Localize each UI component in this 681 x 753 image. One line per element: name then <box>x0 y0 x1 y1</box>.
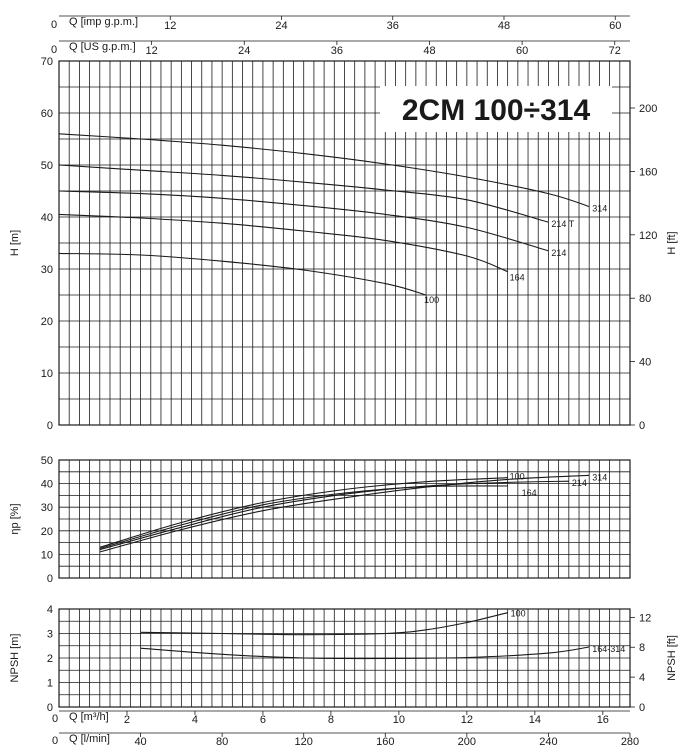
y-right-tick-label: 12 <box>639 612 651 624</box>
series-label: 100 <box>424 295 439 305</box>
series-label: 164-314 <box>592 644 625 654</box>
series-curve-100 <box>58 252 427 296</box>
y-tick-label: 70 <box>41 56 53 68</box>
bottom-axis-tick-label: 14 <box>529 714 541 726</box>
series-curve-314 <box>58 133 590 208</box>
series-curve-100 <box>140 612 508 636</box>
bottom-axis-tick-label: 16 <box>597 714 609 726</box>
series-curve-164 <box>99 485 508 550</box>
y-tick-label: 0 <box>47 702 53 714</box>
y-tick-label: 20 <box>41 526 53 538</box>
y-tick-label: 3 <box>47 629 53 641</box>
series-curve-100 <box>99 477 508 548</box>
bottom-axis-tick-label: 200 <box>458 736 476 748</box>
series-curve-164 <box>58 213 508 273</box>
y-right-axis-label: NPSH [ft] <box>666 635 678 681</box>
y-tick-label: 60 <box>41 108 53 120</box>
y-tick-label: 20 <box>41 316 53 328</box>
bottom-axis-tick-label: 160 <box>376 736 394 748</box>
series-label: 164 <box>522 488 537 498</box>
series-curve-164-314 <box>140 646 590 660</box>
y-tick-label: 0 <box>47 573 53 585</box>
top-axis-label: Q [imp g.p.m.] <box>69 16 138 28</box>
y-tick-label: 50 <box>41 455 53 467</box>
series-label: 314 <box>592 204 607 214</box>
title-background <box>380 86 612 132</box>
y-tick-label: 1 <box>47 678 53 690</box>
top-axis-tick-label: 24 <box>275 20 287 32</box>
chart-title: 2CM 100÷314 <box>402 94 591 127</box>
bottom-axis-tick-label: 40 <box>134 736 146 748</box>
bottom-axis-tick-label: 280 <box>621 736 639 748</box>
y-tick-label: 4 <box>47 604 53 616</box>
series-curve-314 <box>99 474 590 553</box>
y-right-tick-label: 0 <box>639 420 645 432</box>
top-axis-zero: 0 <box>51 19 57 31</box>
bottom-axis-tick-label: 4 <box>192 714 198 726</box>
y-tick-label: 40 <box>41 212 53 224</box>
bottom-axis-tick-label: 10 <box>393 714 405 726</box>
y-tick-label: 40 <box>41 479 53 491</box>
series-curve-214 <box>99 480 569 551</box>
bottom-axis-zero: 0 <box>52 713 58 725</box>
y-right-tick-label: 80 <box>639 293 651 305</box>
y-tick-label: 30 <box>41 502 53 514</box>
y-right-tick-label: 200 <box>639 103 657 115</box>
top-axis-zero: 0 <box>51 44 57 56</box>
bottom-axis-tick-label: 8 <box>328 714 334 726</box>
y-axis-label: NPSH [m] <box>9 634 21 683</box>
bottom-axis-tick-label: 240 <box>539 736 557 748</box>
y-right-tick-label: 4 <box>639 672 645 684</box>
bottom-axis-label: Q [l/min] <box>69 733 110 745</box>
y-tick-label: 0 <box>47 420 53 432</box>
y-right-tick-label: 8 <box>639 642 645 654</box>
y-tick-label: 30 <box>41 264 53 276</box>
bottom-axis-label: Q [m³/h] <box>69 711 109 723</box>
top-axis-tick-label: 12 <box>145 45 157 57</box>
y-tick-label: 10 <box>41 368 53 380</box>
bottom-axis-tick-label: 2 <box>124 714 130 726</box>
y-right-tick-label: 0 <box>639 702 645 714</box>
y-tick-label: 2 <box>47 653 53 665</box>
series-label: 214 T <box>551 219 574 229</box>
series-label: 314 <box>592 472 607 482</box>
top-axis-label: Q [US g.p.m.] <box>69 41 136 53</box>
top-axis-tick-label: 48 <box>423 45 435 57</box>
series-label: 214 <box>572 478 587 488</box>
series-label: 100 <box>510 472 525 482</box>
series-curve-214 <box>58 190 549 252</box>
series-label: 214 <box>551 248 566 258</box>
top-axis-tick-label: 12 <box>164 20 176 32</box>
y-right-tick-label: 120 <box>639 230 657 242</box>
y-right-tick-label: 160 <box>639 166 657 178</box>
series-label: 164 <box>510 273 525 283</box>
series-label: 100 <box>511 609 526 619</box>
top-axis-tick-label: 60 <box>609 20 621 32</box>
bottom-axis-tick-label: 80 <box>216 736 228 748</box>
bottom-axis-zero: 0 <box>52 735 58 747</box>
bottom-axis-tick-label: 6 <box>260 714 266 726</box>
y-axis-label: H [m] <box>9 230 21 256</box>
top-axis-tick-label: 36 <box>387 20 399 32</box>
bottom-axis-tick-label: 12 <box>461 714 473 726</box>
series-curve-214-T <box>58 164 549 223</box>
top-axis-tick-label: 72 <box>609 45 621 57</box>
y-tick-label: 50 <box>41 160 53 172</box>
y-tick-label: 10 <box>41 549 53 561</box>
top-axis-tick-label: 48 <box>498 20 510 32</box>
bottom-axis-tick-label: 120 <box>295 736 313 748</box>
plot-frame <box>58 459 631 579</box>
y-axis-label: ηp [%] <box>9 503 21 534</box>
plot-frame <box>58 608 631 708</box>
top-axis-tick-label: 36 <box>331 45 343 57</box>
plot-frame <box>58 60 631 426</box>
y-right-tick-label: 40 <box>639 357 651 369</box>
grid-layer <box>58 15 635 737</box>
curves-layer <box>58 133 590 660</box>
y-right-axis-label: H [ft] <box>666 231 678 254</box>
top-axis-tick-label: 24 <box>238 45 250 57</box>
top-axis-tick-label: 60 <box>516 45 528 57</box>
